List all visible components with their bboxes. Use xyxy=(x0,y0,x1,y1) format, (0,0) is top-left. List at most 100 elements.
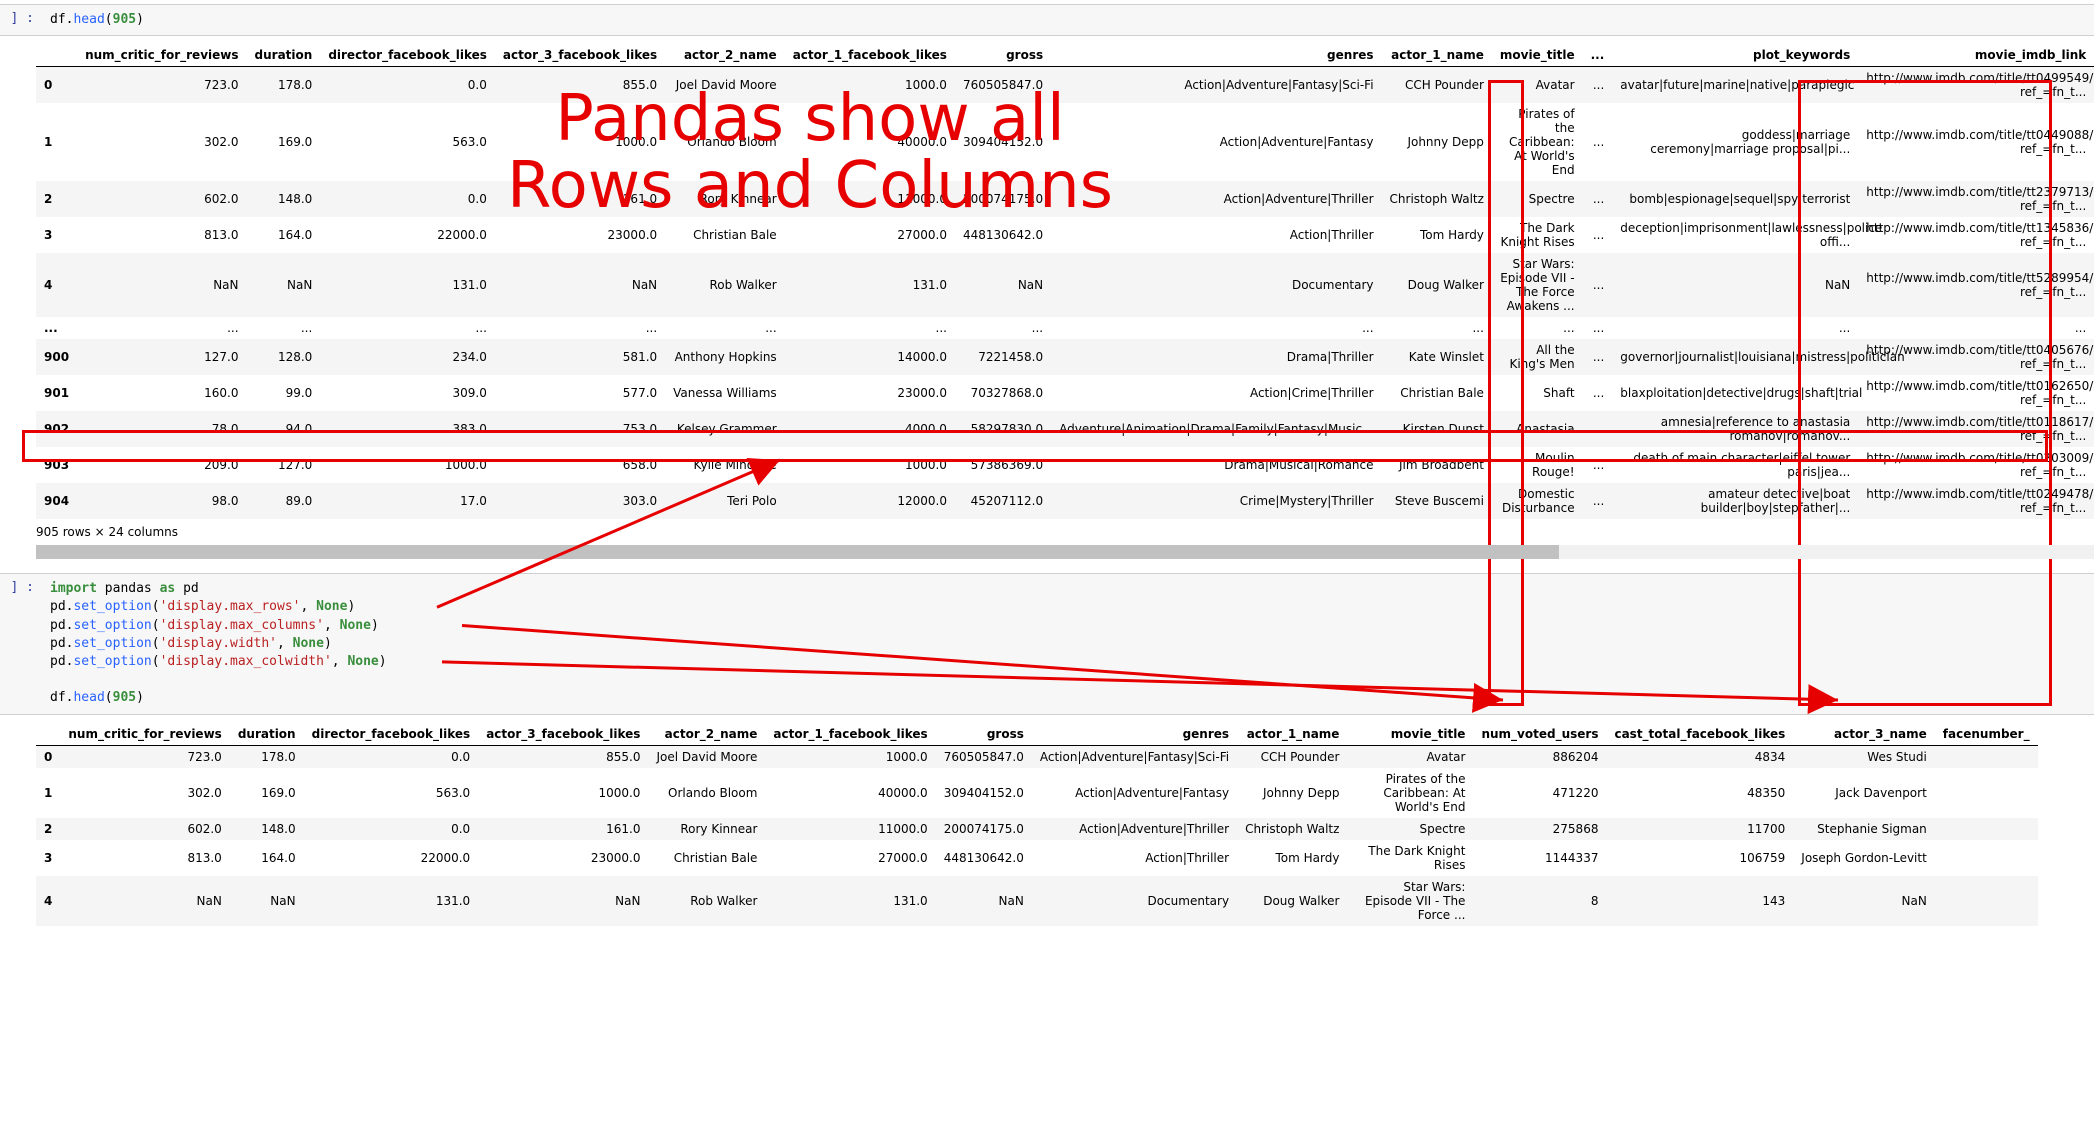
table-cell: 901 xyxy=(36,375,77,411)
table-cell: 200074175.0 xyxy=(955,181,1051,217)
table-cell: 309404152.0 xyxy=(936,768,1032,818)
code-input-1[interactable]: df.head(905) xyxy=(42,5,2094,35)
column-header: actor_3_facebook_likes xyxy=(478,723,648,746)
table-cell: NaN xyxy=(60,876,229,926)
table-cell: 8 xyxy=(1473,876,1606,926)
table-cell: http://www.imdb.com/title/tt0449088/?ref… xyxy=(1858,103,2094,181)
table-cell: 131.0 xyxy=(320,253,495,317)
table-cell: Pirates of the Caribbean: At World's End xyxy=(1347,768,1473,818)
table-cell: NaN xyxy=(1612,253,1858,317)
table-cell: Rob Walker xyxy=(648,876,765,926)
horizontal-scrollbar[interactable] xyxy=(36,545,2094,559)
table-cell: 902 xyxy=(36,411,77,447)
table-cell: 23000.0 xyxy=(785,375,955,411)
table-cell: 900 xyxy=(36,339,77,375)
column-header: gross xyxy=(955,44,1051,67)
table-cell: ... xyxy=(1051,317,1381,339)
table-cell: amnesia|reference to anastasia romanov|r… xyxy=(1612,411,1858,447)
table-cell: governor|journalist|louisiana|mistress|p… xyxy=(1612,339,1858,375)
table-cell: 169.0 xyxy=(230,768,304,818)
table-cell: avatar|future|marine|native|paraplegic xyxy=(1612,67,1858,104)
table-cell: 11700 xyxy=(1606,818,1793,840)
table-cell: 448130642.0 xyxy=(936,840,1032,876)
table-cell: ... xyxy=(36,317,77,339)
column-header: ... xyxy=(1583,44,1613,67)
table-cell: ... xyxy=(785,317,955,339)
table-cell: Pirates of the Caribbean: At World's End xyxy=(1492,103,1583,181)
table-cell: Jim Broadbent xyxy=(1382,447,1492,483)
code-cell-2: ] : import pandas as pd pd.set_option('d… xyxy=(0,573,2094,714)
column-header: duration xyxy=(230,723,304,746)
table-cell xyxy=(1935,876,2038,926)
table-cell: 309404152.0 xyxy=(955,103,1051,181)
table-cell: Tom Hardy xyxy=(1382,217,1492,253)
column-header: num_critic_for_reviews xyxy=(60,723,229,746)
table-cell: 0 xyxy=(36,745,60,768)
table-cell: 200074175.0 xyxy=(936,818,1032,840)
table-cell: Star Wars: Episode VII - The Force Awake… xyxy=(1492,253,1583,317)
table-cell: Johnny Depp xyxy=(1237,768,1347,818)
table-row: 90278.094.0383.0753.0Kelsey Grammer4000.… xyxy=(36,411,2094,447)
table-cell: 131.0 xyxy=(304,876,479,926)
table-cell: 143 xyxy=(1606,876,1793,926)
table-row: 1302.0169.0563.01000.0Orlando Bloom40000… xyxy=(36,103,2094,181)
table-cell: Stephanie Sigman xyxy=(1793,818,1935,840)
table-cell: Action|Adventure|Fantasy|Sci-Fi xyxy=(1051,67,1381,104)
column-header: plot_keywords xyxy=(1612,44,1858,67)
table-cell: 0.0 xyxy=(304,818,479,840)
table-cell: Shaft xyxy=(1492,375,1583,411)
table-cell: All the King's Men xyxy=(1492,339,1583,375)
column-header xyxy=(36,723,60,746)
table-cell: http://www.imdb.com/title/tt2379713/?ref… xyxy=(1858,181,2094,217)
table-cell: goddess|marriage ceremony|marriage propo… xyxy=(1612,103,1858,181)
table-cell: 14000.0 xyxy=(785,339,955,375)
table-cell: 886204 xyxy=(1473,745,1606,768)
column-header: movie_title xyxy=(1347,723,1473,746)
table-cell: 131.0 xyxy=(765,876,935,926)
table-cell: Christoph Waltz xyxy=(1237,818,1347,840)
table-cell: 0 xyxy=(36,67,77,104)
column-header: actor_2_name xyxy=(648,723,765,746)
table-cell: 309.0 xyxy=(320,375,495,411)
column-header: gross xyxy=(936,723,1032,746)
table-scroll-2[interactable]: num_critic_for_reviewsdurationdirector_f… xyxy=(36,723,2094,926)
scrollbar-thumb[interactable] xyxy=(36,545,1559,559)
table-cell: 164.0 xyxy=(230,840,304,876)
table-cell: 1000.0 xyxy=(320,447,495,483)
table-cell: 209.0 xyxy=(77,447,246,483)
column-header: movie_title xyxy=(1492,44,1583,67)
table-cell: Drama|Musical|Romance xyxy=(1051,447,1381,483)
table-cell: ... xyxy=(1382,317,1492,339)
table-row: 90498.089.017.0303.0Teri Polo12000.04520… xyxy=(36,483,2094,519)
table-cell: 178.0 xyxy=(247,67,321,104)
table-cell: 161.0 xyxy=(478,818,648,840)
table-cell: 161.0 xyxy=(495,181,665,217)
table-cell: 1000.0 xyxy=(785,447,955,483)
table-scroll-1[interactable]: num_critic_for_reviewsdurationdirector_f… xyxy=(36,44,2094,519)
table-cell: ... xyxy=(955,317,1051,339)
table-cell: 3 xyxy=(36,840,60,876)
table-cell: 4000.0 xyxy=(785,411,955,447)
table-cell: 148.0 xyxy=(230,818,304,840)
table-cell: Action|Adventure|Fantasy xyxy=(1032,768,1237,818)
table-cell xyxy=(1935,840,2038,876)
table-row: 903209.0127.01000.0658.0Kylie Minogue100… xyxy=(36,447,2094,483)
table-cell: NaN xyxy=(247,253,321,317)
column-header: genres xyxy=(1032,723,1237,746)
table-cell: 760505847.0 xyxy=(955,67,1051,104)
table-row: 0723.0178.00.0855.0Joel David Moore1000.… xyxy=(36,67,2094,104)
column-header: movie_imdb_link xyxy=(1858,44,2094,67)
table-cell: 58297830.0 xyxy=(955,411,1051,447)
table-cell: 4834 xyxy=(1606,745,1793,768)
table-cell: http://www.imdb.com/title/tt0162650/?ref… xyxy=(1858,375,2094,411)
table-cell: 0.0 xyxy=(320,181,495,217)
table-cell: ... xyxy=(1583,317,1613,339)
table-cell: Orlando Bloom xyxy=(665,103,785,181)
table-cell: 178.0 xyxy=(230,745,304,768)
table-cell: 563.0 xyxy=(320,103,495,181)
table-cell: 903 xyxy=(36,447,77,483)
code-input-2[interactable]: import pandas as pd pd.set_option('displ… xyxy=(42,574,2094,713)
prompt-label: ] : xyxy=(0,574,42,601)
table-cell: ... xyxy=(247,317,321,339)
table-cell: blaxploitation|detective|drugs|shaft|tri… xyxy=(1612,375,1858,411)
